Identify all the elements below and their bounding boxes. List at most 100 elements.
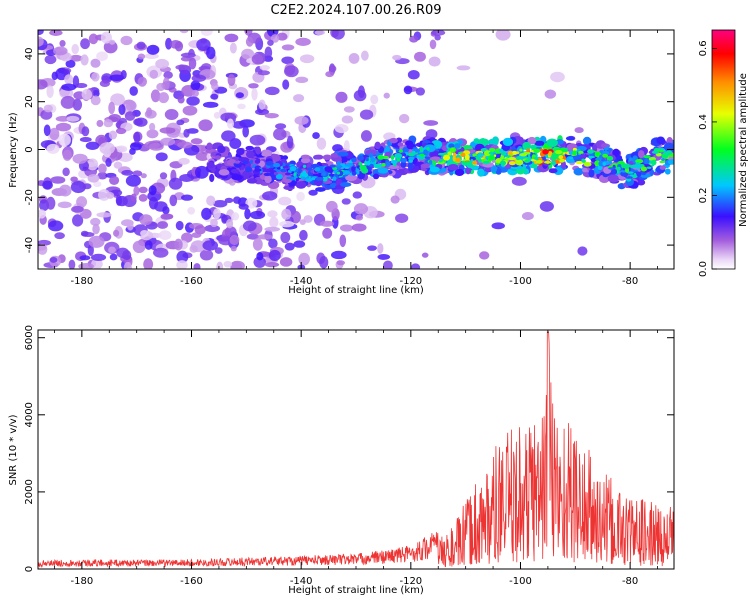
spectrogram-cell [61,83,77,91]
spectrogram-cell [495,30,511,41]
spectrogram-ridge-peak [370,156,376,163]
spectrogram-ridge-peak [646,166,652,169]
spectrogram-cell [136,41,146,50]
spectrogram-cell [158,92,169,104]
spectrogram-image [38,30,674,269]
spectrogram-ridge-cell [465,167,472,175]
spectrogram-cell [76,196,88,208]
spectrogram-ridge-cell [207,161,215,169]
spectrogram-cell [49,127,60,141]
spectrogram-ytick-label: -20 [24,189,35,205]
spectrogram-ridge-peak [472,160,478,165]
spectrogram-cell [132,240,146,254]
spectrogram-ridge-peak [595,157,602,161]
spectrogram-cell [179,30,189,34]
spectrogram-cell [72,153,88,164]
spectrogram-ridge-peak [533,148,541,154]
spectrogram-cell [110,93,125,106]
spectrogram-ridge-peak [501,150,507,156]
spectrogram-cell [46,85,54,98]
spectrogram-cell [81,89,93,100]
spectrogram-ridge-peak [608,167,616,170]
spectrogram-cell [332,144,343,152]
spectrogram-cell [46,143,60,154]
spectrogram-ridge-peak [620,171,628,177]
spectrogram-ridge-cell [580,153,587,160]
spectrogram-cell [319,256,329,269]
spectrogram-cell [180,52,196,58]
spectrogram-cell [183,128,190,138]
spectrogram-cell [255,108,270,116]
snr-frame [37,329,675,570]
spectrogram-cell [262,191,278,201]
spectrogram-cell [225,219,234,229]
spectrogram-cell [113,229,120,237]
spectrogram-cell [108,130,118,140]
spectrogram-cell [267,39,274,46]
spectrogram-cell [479,251,490,260]
snr-ytick-label: 4000 [24,402,35,427]
spectrogram-cell [159,127,176,134]
spectrogram-cell [511,176,527,186]
spectrogram-cell [38,244,47,251]
spectrogram-ridge-cell [502,137,514,147]
spectrogram-cell [258,99,266,110]
spectrogram-cell [334,124,349,134]
spectrogram-cell [97,171,108,180]
spectrogram-ridge-peak [432,160,437,167]
spectrogram-cell [98,188,111,201]
spectrogram-cell [319,220,335,227]
spectrogram-cell [195,151,210,161]
spectrogram-cell [270,34,280,43]
spectrogram-ridge-peak [477,152,484,158]
spectrogram-ridge-cell [245,150,255,159]
spectrogram-cell [264,262,280,268]
spectrogram-cell [149,69,159,79]
spectrogram-ridge-peak [332,167,338,171]
spectrogram-cell [238,203,249,210]
spectrogram-cell [339,234,347,248]
spectrogram-ridge-cell [246,178,258,184]
spectrogram-cell [230,260,245,269]
spectrogram-cell [140,173,147,179]
spectrogram-cell [330,250,347,260]
spectrogram-cell [132,170,143,177]
spectrogram-ridge-peak [559,158,566,163]
spectrogram-ridge-peak [336,160,341,167]
spectrogram-cell [115,194,122,206]
spectrogram-cell [175,64,190,71]
spectrogram-ridge-peak [602,153,609,158]
spectrogram-ridge-cell [607,174,619,183]
snr-ytick-label: 0 [24,566,35,572]
spectrogram-cell [293,240,306,248]
spectrogram-cell [339,224,354,232]
spectrogram-cell [191,74,207,82]
spectrogram-xtick-label: -100 [509,276,532,287]
spectrogram-panel: -180 -160 -140 -120 -100 -80 -40 -20 0 20 40 Heig… [8,29,675,296]
spectrogram-cell [229,138,242,149]
spectrogram-cell [169,39,182,49]
spectrogram-ridge-peak [385,161,391,168]
spectrogram-cell [191,89,199,97]
spectrogram-ridge-peak [438,159,443,163]
spectrogram-cell [148,142,164,151]
spectrogram-ridge-peak [661,157,666,161]
spectrogram-cell [108,101,116,115]
spectrogram-cell [550,71,565,83]
spectrogram-cell [273,128,287,141]
spectrogram-ridge-peak [419,146,424,153]
spectrogram-cell [189,245,198,253]
spectrogram-cell [577,246,588,256]
spectrogram-cell [55,122,72,132]
spectrogram-ridge-peak [571,159,575,163]
spectrogram-cell [133,131,141,144]
spectrogram-ridge-peak [394,152,403,159]
spectrogram-cell [149,122,156,131]
spectrogram-ridge-cell [407,161,414,170]
spectrogram-cell [296,191,305,202]
spectrogram-ridge-peak [424,156,431,159]
snr-x-label: Height of straight line (km) [288,585,424,596]
colorbar: 0.0 0.2 0.4 0.6 Normalized spectral amplitu… [698,29,749,277]
spectrogram-ridge-peak [651,150,660,154]
spectrogram-cell [164,109,179,120]
